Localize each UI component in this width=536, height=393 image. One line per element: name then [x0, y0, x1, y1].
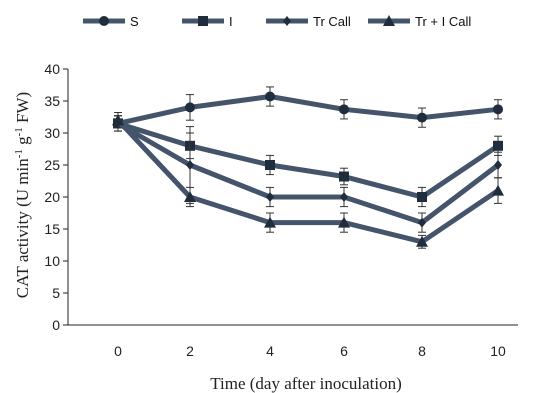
legend-marker	[383, 15, 395, 26]
y-tick-label: 25	[44, 157, 60, 173]
x-tick-label: 8	[418, 343, 426, 359]
data-point	[492, 184, 504, 196]
axes: 0 5 10 15 20 25 30 35 40 0 2 4 6 8 10	[44, 61, 518, 359]
series-line-0	[117, 94, 499, 126]
series-line-2	[116, 121, 500, 226]
data-point	[265, 91, 275, 102]
y-axis-title: CAT activity (U min-1 g-1 FW)	[13, 92, 32, 298]
data-point	[416, 235, 428, 247]
data-point	[493, 104, 503, 115]
x-tick-label: 6	[340, 343, 348, 359]
legend-marker	[198, 16, 208, 26]
y-tick-label: 5	[52, 285, 60, 301]
x-tick-label: 4	[266, 343, 274, 359]
x-tick-label: 10	[490, 343, 506, 359]
data-point	[417, 192, 427, 202]
data-point	[417, 112, 427, 123]
data-point	[494, 160, 502, 170]
data-point	[418, 217, 426, 228]
data-point	[266, 192, 274, 202]
data-point	[339, 104, 349, 115]
legend-marker	[283, 16, 291, 26]
y-tick-label: 40	[44, 61, 60, 77]
data-point	[265, 160, 275, 170]
data-point	[264, 216, 276, 228]
data-point	[112, 114, 124, 126]
legend-marker	[99, 16, 109, 26]
x-tick-label: 0	[114, 343, 122, 359]
y-tick-label: 35	[44, 93, 60, 109]
x-tick-label: 2	[186, 343, 194, 359]
series-line-3	[116, 118, 500, 245]
y-tick-label: 10	[44, 253, 60, 269]
plot-area	[112, 86, 504, 249]
y-tick-label: 30	[44, 125, 60, 141]
legend-label: Tr Call	[313, 14, 351, 29]
data-point	[493, 140, 503, 151]
y-tick-label: 20	[44, 189, 60, 205]
series-line-1	[117, 121, 500, 200]
data-point	[186, 160, 194, 170]
data-point	[185, 102, 195, 113]
legend: S I Tr Call Tr + I Call	[83, 14, 471, 29]
y-tick-label: 15	[44, 221, 60, 237]
legend-label: I	[229, 14, 233, 29]
x-axis-title: Time (day after inoculation)	[210, 374, 402, 393]
data-point	[338, 216, 350, 228]
data-point	[184, 191, 196, 202]
data-point	[340, 192, 348, 202]
legend-label: Tr + I Call	[415, 14, 471, 29]
legend-label: S	[130, 14, 139, 29]
data-point	[339, 171, 349, 182]
y-tick-label: 0	[52, 317, 60, 333]
